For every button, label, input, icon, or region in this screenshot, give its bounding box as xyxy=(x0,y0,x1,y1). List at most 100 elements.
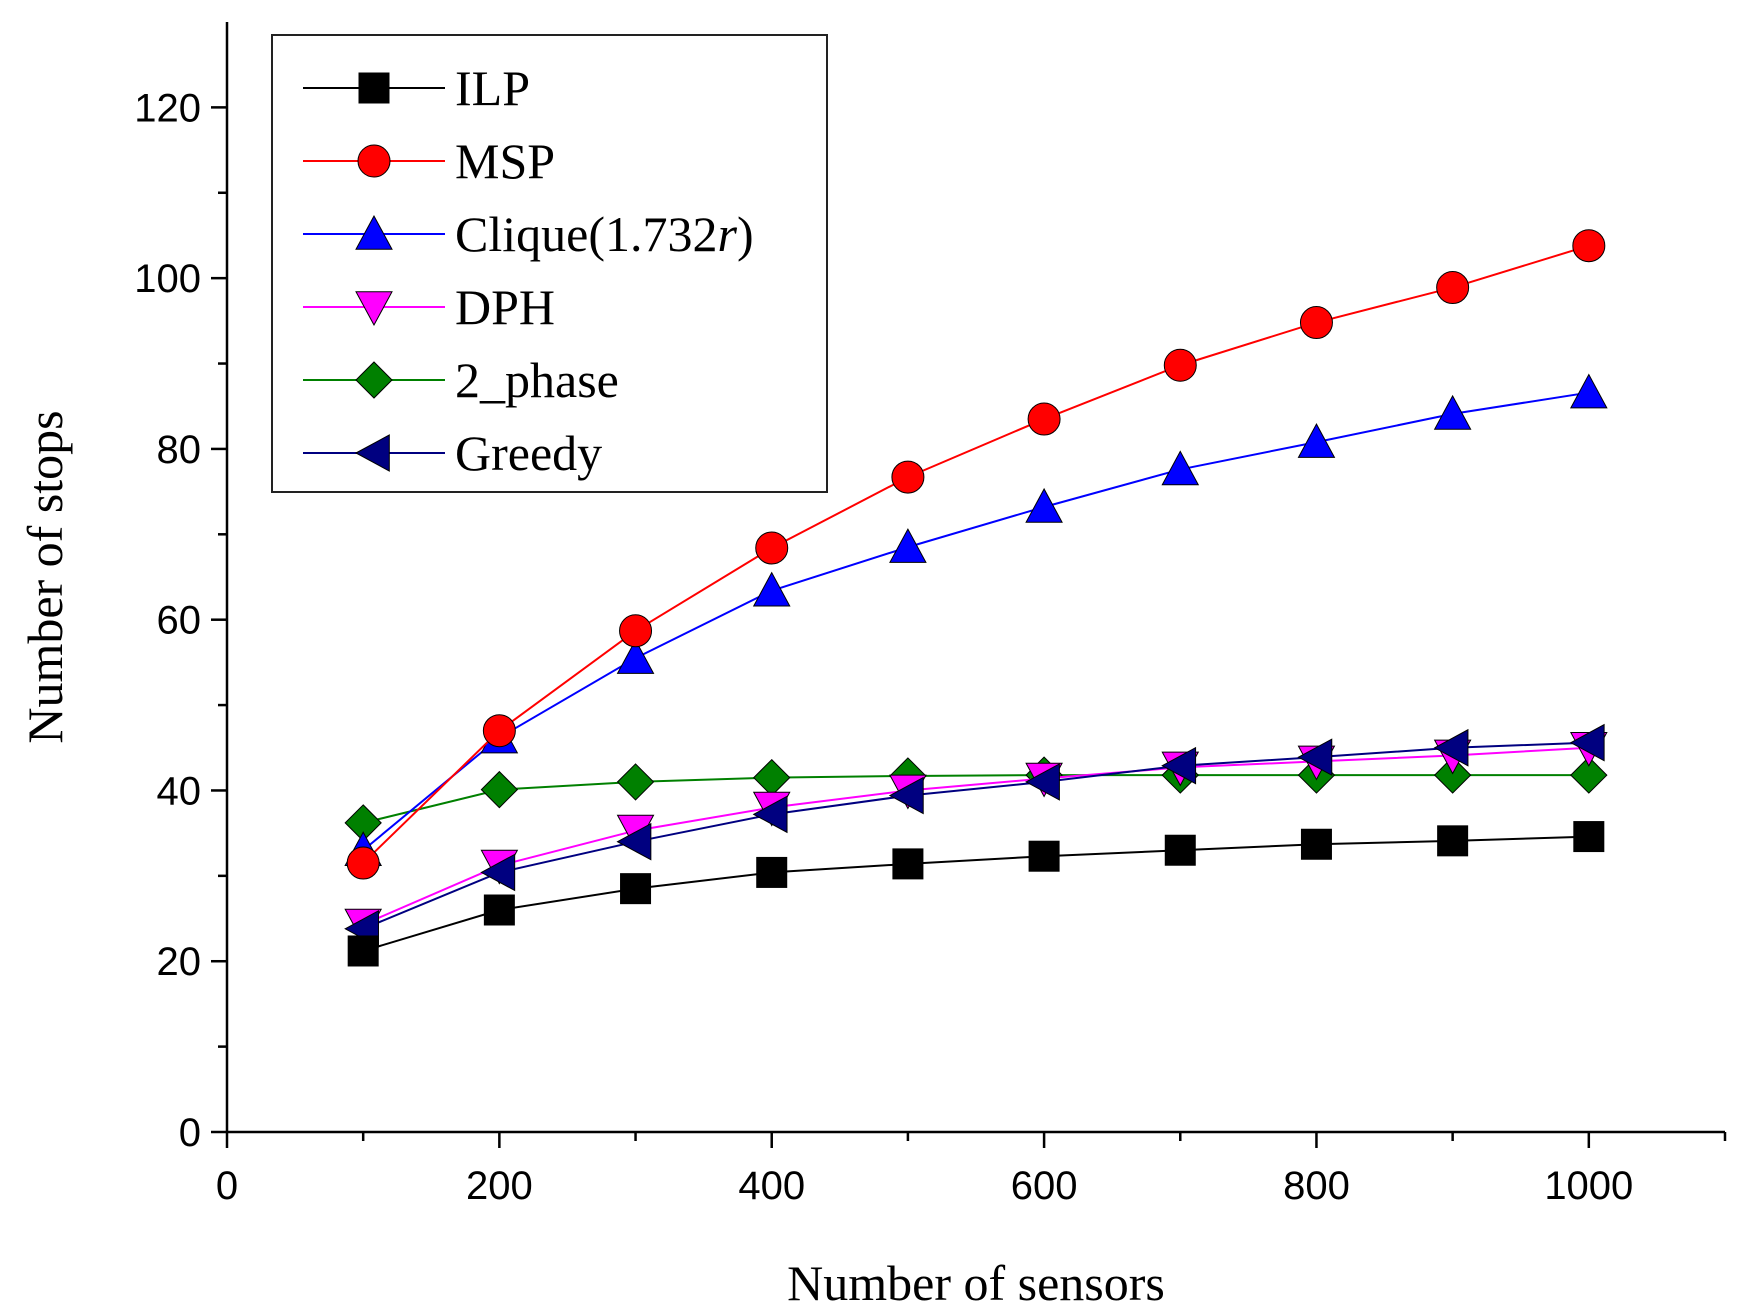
legend-item-dph: DPH xyxy=(303,279,555,335)
data-point xyxy=(1163,348,1197,382)
series-line xyxy=(362,835,1589,952)
data-point xyxy=(1299,306,1333,340)
data-point xyxy=(752,571,791,607)
y-tick-label: 100 xyxy=(134,257,201,301)
legend-label-text: Clique(1.732 xyxy=(455,206,717,262)
data-point xyxy=(1300,828,1332,860)
data-point xyxy=(1027,402,1061,436)
legend-label: DPH xyxy=(455,279,555,335)
y-axis-title: Number of stops xyxy=(17,410,73,743)
data-point xyxy=(620,873,652,905)
data-point xyxy=(1433,728,1469,767)
data-point xyxy=(755,531,789,565)
legend-label-suffix: ) xyxy=(737,206,754,262)
series-layer xyxy=(344,229,1608,967)
legend-marker xyxy=(357,144,391,178)
data-point xyxy=(891,460,925,494)
legend-label-text: ILP xyxy=(455,60,530,116)
series-line xyxy=(362,746,1589,926)
data-point xyxy=(1436,271,1470,305)
data-point xyxy=(1028,840,1060,872)
legend-label: MSP xyxy=(455,133,555,189)
legend-marker xyxy=(354,434,390,472)
legend-marker xyxy=(355,361,393,399)
legend-label: Greedy xyxy=(455,425,602,481)
data-point xyxy=(616,822,652,861)
series-ilp xyxy=(347,821,1605,967)
series-dph xyxy=(344,731,1608,944)
data-point xyxy=(753,758,791,797)
data-point xyxy=(619,614,653,648)
y-tick-label: 40 xyxy=(157,769,202,813)
legend-item-ilp: ILP xyxy=(303,60,530,116)
series-line xyxy=(362,774,1589,824)
y-tick-label: 120 xyxy=(134,86,201,130)
series-line xyxy=(362,391,1589,852)
legend-label-italic: r xyxy=(717,206,737,262)
x-tick-label: 400 xyxy=(738,1164,805,1208)
data-point xyxy=(482,714,516,748)
series-2-phase xyxy=(344,756,1608,842)
series-line xyxy=(362,741,1589,930)
x-tick-label: 200 xyxy=(466,1164,533,1208)
legend-box xyxy=(271,34,828,493)
data-point xyxy=(1161,450,1200,486)
data-point xyxy=(480,770,519,809)
data-point xyxy=(1569,723,1605,762)
x-tick-label: 0 xyxy=(216,1164,238,1208)
data-point xyxy=(616,639,655,674)
legend-label: ILP xyxy=(455,60,530,116)
series-msp xyxy=(346,229,1606,880)
data-point xyxy=(888,776,924,815)
legend-label-text: Greedy xyxy=(455,425,602,481)
legend-label: Clique(1.732r) xyxy=(455,206,754,262)
data-point xyxy=(1569,373,1608,409)
series-line xyxy=(362,244,1590,864)
legend-label-text: 2_phase xyxy=(455,352,619,408)
y-tick-label: 20 xyxy=(157,940,202,984)
series-clique-1-732r xyxy=(344,373,1608,867)
data-point xyxy=(1297,423,1336,458)
data-point xyxy=(889,528,927,563)
data-point xyxy=(1433,394,1472,430)
data-point xyxy=(1161,746,1197,785)
y-tick-label: 80 xyxy=(157,428,202,472)
data-point xyxy=(1433,756,1472,794)
series-greedy xyxy=(344,723,1605,948)
data-point xyxy=(1025,763,1060,801)
x-tick-label: 600 xyxy=(1011,1164,1078,1208)
data-point xyxy=(616,763,655,801)
legend-label-text: MSP xyxy=(455,133,555,189)
legend-item-greedy: Greedy xyxy=(303,425,602,481)
data-point xyxy=(1297,738,1333,777)
data-point xyxy=(1164,834,1196,866)
legend-label: 2_phase xyxy=(455,352,619,408)
x-tick-label: 1000 xyxy=(1544,1164,1633,1208)
data-point xyxy=(1570,756,1608,794)
data-point xyxy=(756,856,788,888)
data-point xyxy=(1025,487,1063,523)
data-point xyxy=(346,846,380,880)
data-point xyxy=(480,853,516,892)
legend-marker xyxy=(355,291,393,327)
legend-item-msp: MSP xyxy=(303,133,555,189)
data-point xyxy=(1572,229,1606,263)
data-point xyxy=(1573,821,1605,853)
axes: 0 200 400 600 800 1000 0 20 40 60 80 100 120 xyxy=(134,22,1727,1208)
x-axis-title: Number of sensors xyxy=(787,1255,1165,1311)
data-point xyxy=(752,795,788,834)
x-tick-label: 800 xyxy=(1283,1164,1350,1208)
legend-marker xyxy=(355,214,393,250)
legend-item-clique-1-732r: Clique(1.732r) xyxy=(303,206,754,262)
legend-item-2-phase: 2_phase xyxy=(303,352,619,408)
data-point xyxy=(1437,825,1469,857)
data-point xyxy=(347,935,379,967)
y-tick-label: 0 xyxy=(179,1111,201,1155)
y-tick-label: 60 xyxy=(157,599,202,643)
data-point xyxy=(892,848,924,880)
data-point xyxy=(483,894,515,926)
legend-marker xyxy=(358,72,390,104)
legend: ILP MSP Clique(1.732r) DPH 2_phase Greedy xyxy=(271,34,828,493)
legend-label-text: DPH xyxy=(455,279,555,335)
